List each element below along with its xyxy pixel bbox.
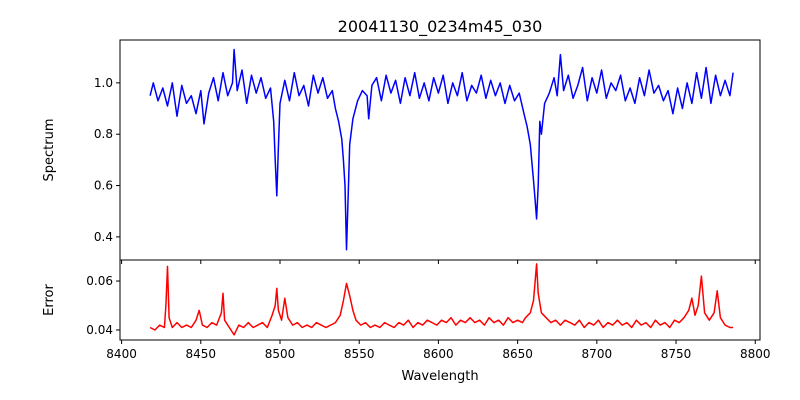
error-line [149, 263, 734, 336]
x-tick-label: 8550 [344, 347, 375, 361]
x-tick-label: 8450 [186, 347, 217, 361]
error-ylabel: Error [42, 284, 57, 316]
spectrum-line [149, 48, 734, 251]
x-tick-label: 8700 [582, 347, 613, 361]
y-tick-label: 0.04 [86, 323, 113, 337]
x-tick-label: 8650 [502, 347, 533, 361]
x-axis-label: Wavelength [401, 369, 478, 384]
x-tick-label: 8600 [423, 347, 454, 361]
spectrum-axes: 0.4 0.6 0.8 1.0 [94, 39, 761, 264]
y-tick-label: 0.6 [94, 179, 113, 193]
axes-frame [119, 39, 761, 261]
error-axes: 0.04 0.06 8400 8450 8500 8550 8600 8650 8700 8750… [86, 259, 771, 361]
x-tick-label: 8800 [740, 347, 771, 361]
x-tick-label: 8400 [106, 347, 137, 361]
y-tick-label: 1.0 [94, 76, 113, 90]
chart-title: 20041130_0234m45_030 [338, 17, 543, 37]
axes-frame [119, 259, 761, 341]
y-tick-label: 0.4 [94, 230, 113, 244]
y-tick-label: 0.06 [86, 274, 113, 288]
y-tick-label: 0.8 [94, 127, 113, 141]
x-tick-label: 8500 [265, 347, 296, 361]
spectrum-ylabel: Spectrum [42, 119, 57, 182]
x-tick-label: 8750 [661, 347, 692, 361]
